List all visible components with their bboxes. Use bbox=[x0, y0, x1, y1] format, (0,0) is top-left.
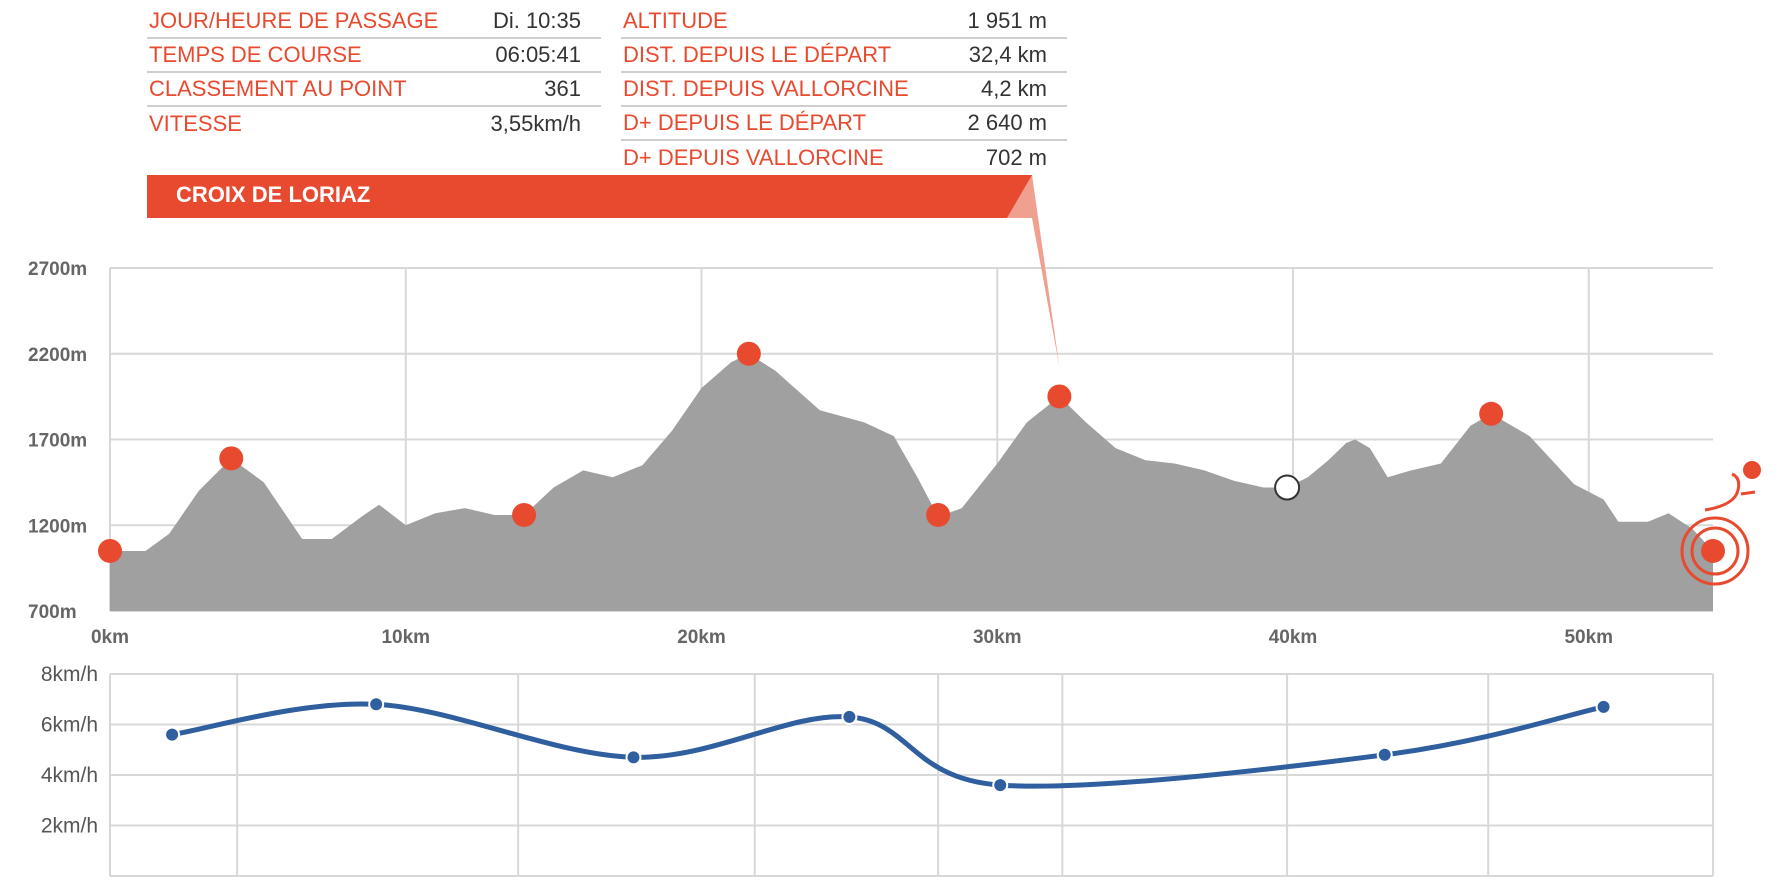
info-column-right: ALTITUDE 1 951 m DIST. DEPUIS LE DÉPART 32,… bbox=[621, 5, 1067, 175]
info-value: 32,4 km bbox=[968, 42, 1047, 67]
elevation-area bbox=[110, 353, 1713, 611]
speed-y-axis-labels: 2km/h 4km/h 6km/h 8km/h bbox=[41, 663, 98, 838]
info-label: TEMPS DE COURSE bbox=[149, 42, 362, 67]
x-tick-label: 20km bbox=[677, 627, 726, 648]
y-tick-label: 700m bbox=[28, 602, 77, 623]
elevation-profile-chart[interactable]: 0km 10km 20km 30km 40km 50km 700m 1200m 1700m 22… bbox=[0, 0, 1782, 660]
callout-corner bbox=[1007, 175, 1032, 218]
info-label: CLASSEMENT AU POINT bbox=[149, 76, 407, 101]
speed-point bbox=[164, 726, 181, 743]
speed-tick-label: 8km/h bbox=[41, 663, 98, 686]
info-label: D+ DEPUIS VALLORCINE bbox=[623, 145, 884, 170]
x-tick-label: 10km bbox=[381, 627, 430, 648]
y-tick-label: 1200m bbox=[28, 516, 87, 537]
info-row: VITESSE 3,55km/h bbox=[147, 107, 601, 141]
info-value: 06:05:41 bbox=[495, 42, 581, 67]
info-label: JOUR/HEURE DE PASSAGE bbox=[149, 8, 439, 33]
checkpoint-marker bbox=[98, 538, 122, 563]
info-row: D+ DEPUIS LE DÉPART 2 640 m bbox=[621, 107, 1067, 141]
info-row: DIST. DEPUIS VALLORCINE 4,2 km bbox=[621, 73, 1067, 107]
x-axis-labels: 0km 10km 20km 30km 40km 50km bbox=[91, 627, 1613, 648]
speed-line bbox=[171, 701, 1605, 789]
info-column-left: JOUR/HEURE DE PASSAGE Di. 10:35 TEMPS DE C… bbox=[147, 5, 601, 141]
checkpoint-callout bbox=[1007, 175, 1060, 367]
info-value: Di. 10:35 bbox=[492, 8, 581, 33]
speed-point bbox=[368, 696, 385, 713]
info-row: TEMPS DE COURSE 06:05:41 bbox=[147, 39, 601, 73]
info-label: DIST. DEPUIS VALLORCINE bbox=[623, 76, 909, 101]
speed-point bbox=[625, 749, 642, 766]
info-row: ALTITUDE 1 951 m bbox=[621, 5, 1067, 39]
checkpoint-marker bbox=[736, 341, 761, 366]
speed-point bbox=[1595, 698, 1612, 715]
y-tick-label: 1700m bbox=[28, 431, 87, 452]
info-label: ALTITUDE bbox=[623, 8, 728, 33]
finish-icon bbox=[1680, 461, 1761, 586]
info-value: 3,55km/h bbox=[490, 111, 582, 136]
info-value: 702 m bbox=[985, 145, 1047, 170]
x-tick-label: 30km bbox=[973, 627, 1022, 648]
info-value: 4,2 km bbox=[980, 76, 1047, 101]
speed-grid bbox=[109, 673, 1714, 877]
speed-points bbox=[164, 696, 1612, 794]
speed-tick-label: 4km/h bbox=[41, 764, 98, 787]
y-tick-label: 2700m bbox=[28, 259, 87, 280]
info-row: JOUR/HEURE DE PASSAGE Di. 10:35 bbox=[147, 5, 601, 39]
info-row: DIST. DEPUIS LE DÉPART 32,4 km bbox=[621, 39, 1067, 73]
info-label: D+ DEPUIS LE DÉPART bbox=[623, 110, 867, 135]
info-row: CLASSEMENT AU POINT 361 bbox=[147, 73, 601, 107]
current-position-marker bbox=[1274, 474, 1301, 501]
speed-point bbox=[841, 708, 858, 725]
speed-chart[interactable]: 2km/h 4km/h 6km/h 8km/h bbox=[0, 660, 1782, 882]
checkpoint-marker bbox=[219, 446, 244, 471]
x-tick-label: 0km bbox=[91, 627, 129, 648]
checkpoint-marker bbox=[1047, 384, 1072, 409]
speed-tick-label: 6km/h bbox=[41, 714, 98, 737]
checkpoint-banner bbox=[147, 175, 1032, 218]
speed-tick-label: 2km/h bbox=[41, 815, 98, 838]
x-tick-label: 50km bbox=[1564, 627, 1613, 648]
checkpoint-markers bbox=[98, 341, 1725, 563]
y-tick-label: 2200m bbox=[28, 345, 87, 366]
info-label: VITESSE bbox=[149, 111, 242, 136]
info-value: 361 bbox=[544, 76, 581, 101]
y-axis-labels: 700m 1200m 1700m 2200m 2700m bbox=[28, 259, 87, 623]
checkpoint-marker bbox=[512, 502, 537, 527]
info-value: 1 951 m bbox=[967, 8, 1048, 33]
checkpoint-marker bbox=[1701, 538, 1725, 563]
info-value: 2 640 m bbox=[967, 110, 1048, 135]
speed-point bbox=[992, 777, 1009, 794]
speed-point bbox=[1376, 746, 1393, 763]
info-label: DIST. DEPUIS LE DÉPART bbox=[623, 42, 892, 67]
callout-wedge bbox=[1032, 175, 1060, 367]
checkpoint-marker bbox=[926, 502, 951, 527]
x-tick-label: 40km bbox=[1269, 627, 1318, 648]
checkpoint-marker bbox=[1479, 401, 1504, 426]
checkpoint-name: CROIX DE LORIAZ bbox=[176, 182, 371, 207]
info-row: D+ DEPUIS VALLORCINE 702 m bbox=[621, 141, 1067, 175]
